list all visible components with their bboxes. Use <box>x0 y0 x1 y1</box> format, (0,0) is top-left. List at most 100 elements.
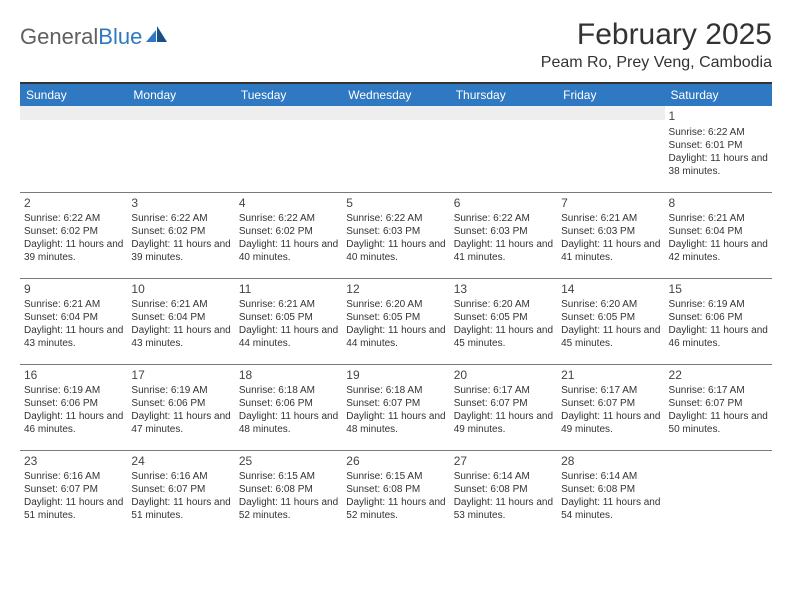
day-number: 5 <box>346 196 445 212</box>
sunrise-text: Sunrise: 6:16 AM <box>24 470 123 483</box>
empty-band <box>557 106 664 120</box>
day-number: 6 <box>454 196 553 212</box>
day-number: 28 <box>561 454 660 470</box>
calendar-cell: 22Sunrise: 6:17 AMSunset: 6:07 PMDayligh… <box>665 364 772 450</box>
day-number: 17 <box>131 368 230 384</box>
day-number: 11 <box>239 282 338 298</box>
calendar-cell: 10Sunrise: 6:21 AMSunset: 6:04 PMDayligh… <box>127 278 234 364</box>
calendar-cell <box>235 106 342 192</box>
calendar-cell: 3Sunrise: 6:22 AMSunset: 6:02 PMDaylight… <box>127 192 234 278</box>
calendar-cell: 17Sunrise: 6:19 AMSunset: 6:06 PMDayligh… <box>127 364 234 450</box>
daylight-text: Daylight: 11 hours and 43 minutes. <box>24 324 123 350</box>
sunrise-text: Sunrise: 6:17 AM <box>454 384 553 397</box>
logo-word2: Blue <box>98 24 142 50</box>
day-number: 21 <box>561 368 660 384</box>
sunset-text: Sunset: 6:08 PM <box>346 483 445 496</box>
daylight-text: Daylight: 11 hours and 40 minutes. <box>346 238 445 264</box>
calendar-cell: 6Sunrise: 6:22 AMSunset: 6:03 PMDaylight… <box>450 192 557 278</box>
day-header: Wednesday <box>342 84 449 106</box>
day-header: Saturday <box>665 84 772 106</box>
daylight-text: Daylight: 11 hours and 46 minutes. <box>669 324 768 350</box>
sunset-text: Sunset: 6:03 PM <box>454 225 553 238</box>
day-number: 13 <box>454 282 553 298</box>
calendar-cell: 14Sunrise: 6:20 AMSunset: 6:05 PMDayligh… <box>557 278 664 364</box>
sunrise-text: Sunrise: 6:15 AM <box>346 470 445 483</box>
daylight-text: Daylight: 11 hours and 45 minutes. <box>561 324 660 350</box>
calendar-page: GeneralBlue February 2025 Peam Ro, Prey … <box>0 0 792 536</box>
daylight-text: Daylight: 11 hours and 39 minutes. <box>24 238 123 264</box>
daylight-text: Daylight: 11 hours and 42 minutes. <box>669 238 768 264</box>
header: GeneralBlue February 2025 Peam Ro, Prey … <box>20 18 772 72</box>
daylight-text: Daylight: 11 hours and 45 minutes. <box>454 324 553 350</box>
sunset-text: Sunset: 6:05 PM <box>561 311 660 324</box>
sunset-text: Sunset: 6:04 PM <box>669 225 768 238</box>
daylight-text: Daylight: 11 hours and 50 minutes. <box>669 410 768 436</box>
empty-band <box>127 106 234 120</box>
calendar-cell: 15Sunrise: 6:19 AMSunset: 6:06 PMDayligh… <box>665 278 772 364</box>
calendar-cell: 8Sunrise: 6:21 AMSunset: 6:04 PMDaylight… <box>665 192 772 278</box>
empty-band <box>342 106 449 120</box>
calendar-cell: 9Sunrise: 6:21 AMSunset: 6:04 PMDaylight… <box>20 278 127 364</box>
daylight-text: Daylight: 11 hours and 48 minutes. <box>239 410 338 436</box>
sunrise-text: Sunrise: 6:20 AM <box>454 298 553 311</box>
day-number: 20 <box>454 368 553 384</box>
calendar-cell: 28Sunrise: 6:14 AMSunset: 6:08 PMDayligh… <box>557 450 664 536</box>
day-number: 4 <box>239 196 338 212</box>
sunset-text: Sunset: 6:01 PM <box>669 139 768 152</box>
day-number: 27 <box>454 454 553 470</box>
daylight-text: Daylight: 11 hours and 46 minutes. <box>24 410 123 436</box>
sunrise-text: Sunrise: 6:17 AM <box>669 384 768 397</box>
sunrise-text: Sunrise: 6:22 AM <box>454 212 553 225</box>
calendar-cell: 23Sunrise: 6:16 AMSunset: 6:07 PMDayligh… <box>20 450 127 536</box>
calendar-cell: 12Sunrise: 6:20 AMSunset: 6:05 PMDayligh… <box>342 278 449 364</box>
sunset-text: Sunset: 6:07 PM <box>24 483 123 496</box>
calendar-cell <box>557 106 664 192</box>
calendar-cell: 2Sunrise: 6:22 AMSunset: 6:02 PMDaylight… <box>20 192 127 278</box>
day-number: 15 <box>669 282 768 298</box>
sunrise-text: Sunrise: 6:21 AM <box>561 212 660 225</box>
sunrise-text: Sunrise: 6:16 AM <box>131 470 230 483</box>
day-number: 26 <box>346 454 445 470</box>
day-header: Sunday <box>20 84 127 106</box>
sunset-text: Sunset: 6:08 PM <box>454 483 553 496</box>
daylight-text: Daylight: 11 hours and 41 minutes. <box>454 238 553 264</box>
daylight-text: Daylight: 11 hours and 49 minutes. <box>561 410 660 436</box>
calendar-cell <box>665 450 772 536</box>
sunset-text: Sunset: 6:07 PM <box>561 397 660 410</box>
daylight-text: Daylight: 11 hours and 41 minutes. <box>561 238 660 264</box>
day-number: 16 <box>24 368 123 384</box>
calendar-cell: 19Sunrise: 6:18 AMSunset: 6:07 PMDayligh… <box>342 364 449 450</box>
day-number: 1 <box>669 109 768 125</box>
calendar-cell <box>20 106 127 192</box>
day-number: 10 <box>131 282 230 298</box>
calendar-cell <box>342 106 449 192</box>
calendar-table: SundayMondayTuesdayWednesdayThursdayFrid… <box>20 84 772 536</box>
calendar-week: 23Sunrise: 6:16 AMSunset: 6:07 PMDayligh… <box>20 450 772 536</box>
sunrise-text: Sunrise: 6:22 AM <box>669 126 768 139</box>
sunrise-text: Sunrise: 6:18 AM <box>346 384 445 397</box>
calendar-cell: 13Sunrise: 6:20 AMSunset: 6:05 PMDayligh… <box>450 278 557 364</box>
daylight-text: Daylight: 11 hours and 44 minutes. <box>346 324 445 350</box>
daylight-text: Daylight: 11 hours and 54 minutes. <box>561 496 660 522</box>
day-header-row: SundayMondayTuesdayWednesdayThursdayFrid… <box>20 84 772 106</box>
sunrise-text: Sunrise: 6:21 AM <box>24 298 123 311</box>
day-number: 12 <box>346 282 445 298</box>
day-header: Friday <box>557 84 664 106</box>
title-block: February 2025 Peam Ro, Prey Veng, Cambod… <box>541 18 772 72</box>
sunrise-text: Sunrise: 6:21 AM <box>131 298 230 311</box>
location: Peam Ro, Prey Veng, Cambodia <box>541 54 772 72</box>
sunset-text: Sunset: 6:07 PM <box>131 483 230 496</box>
day-header: Thursday <box>450 84 557 106</box>
sunset-text: Sunset: 6:04 PM <box>24 311 123 324</box>
daylight-text: Daylight: 11 hours and 47 minutes. <box>131 410 230 436</box>
sunset-text: Sunset: 6:06 PM <box>131 397 230 410</box>
sunrise-text: Sunrise: 6:22 AM <box>346 212 445 225</box>
day-number: 9 <box>24 282 123 298</box>
sunset-text: Sunset: 6:03 PM <box>346 225 445 238</box>
calendar-cell: 1Sunrise: 6:22 AMSunset: 6:01 PMDaylight… <box>665 106 772 192</box>
sunset-text: Sunset: 6:08 PM <box>561 483 660 496</box>
calendar-week: 1Sunrise: 6:22 AMSunset: 6:01 PMDaylight… <box>20 106 772 192</box>
calendar-cell <box>127 106 234 192</box>
day-number: 14 <box>561 282 660 298</box>
sunset-text: Sunset: 6:06 PM <box>24 397 123 410</box>
